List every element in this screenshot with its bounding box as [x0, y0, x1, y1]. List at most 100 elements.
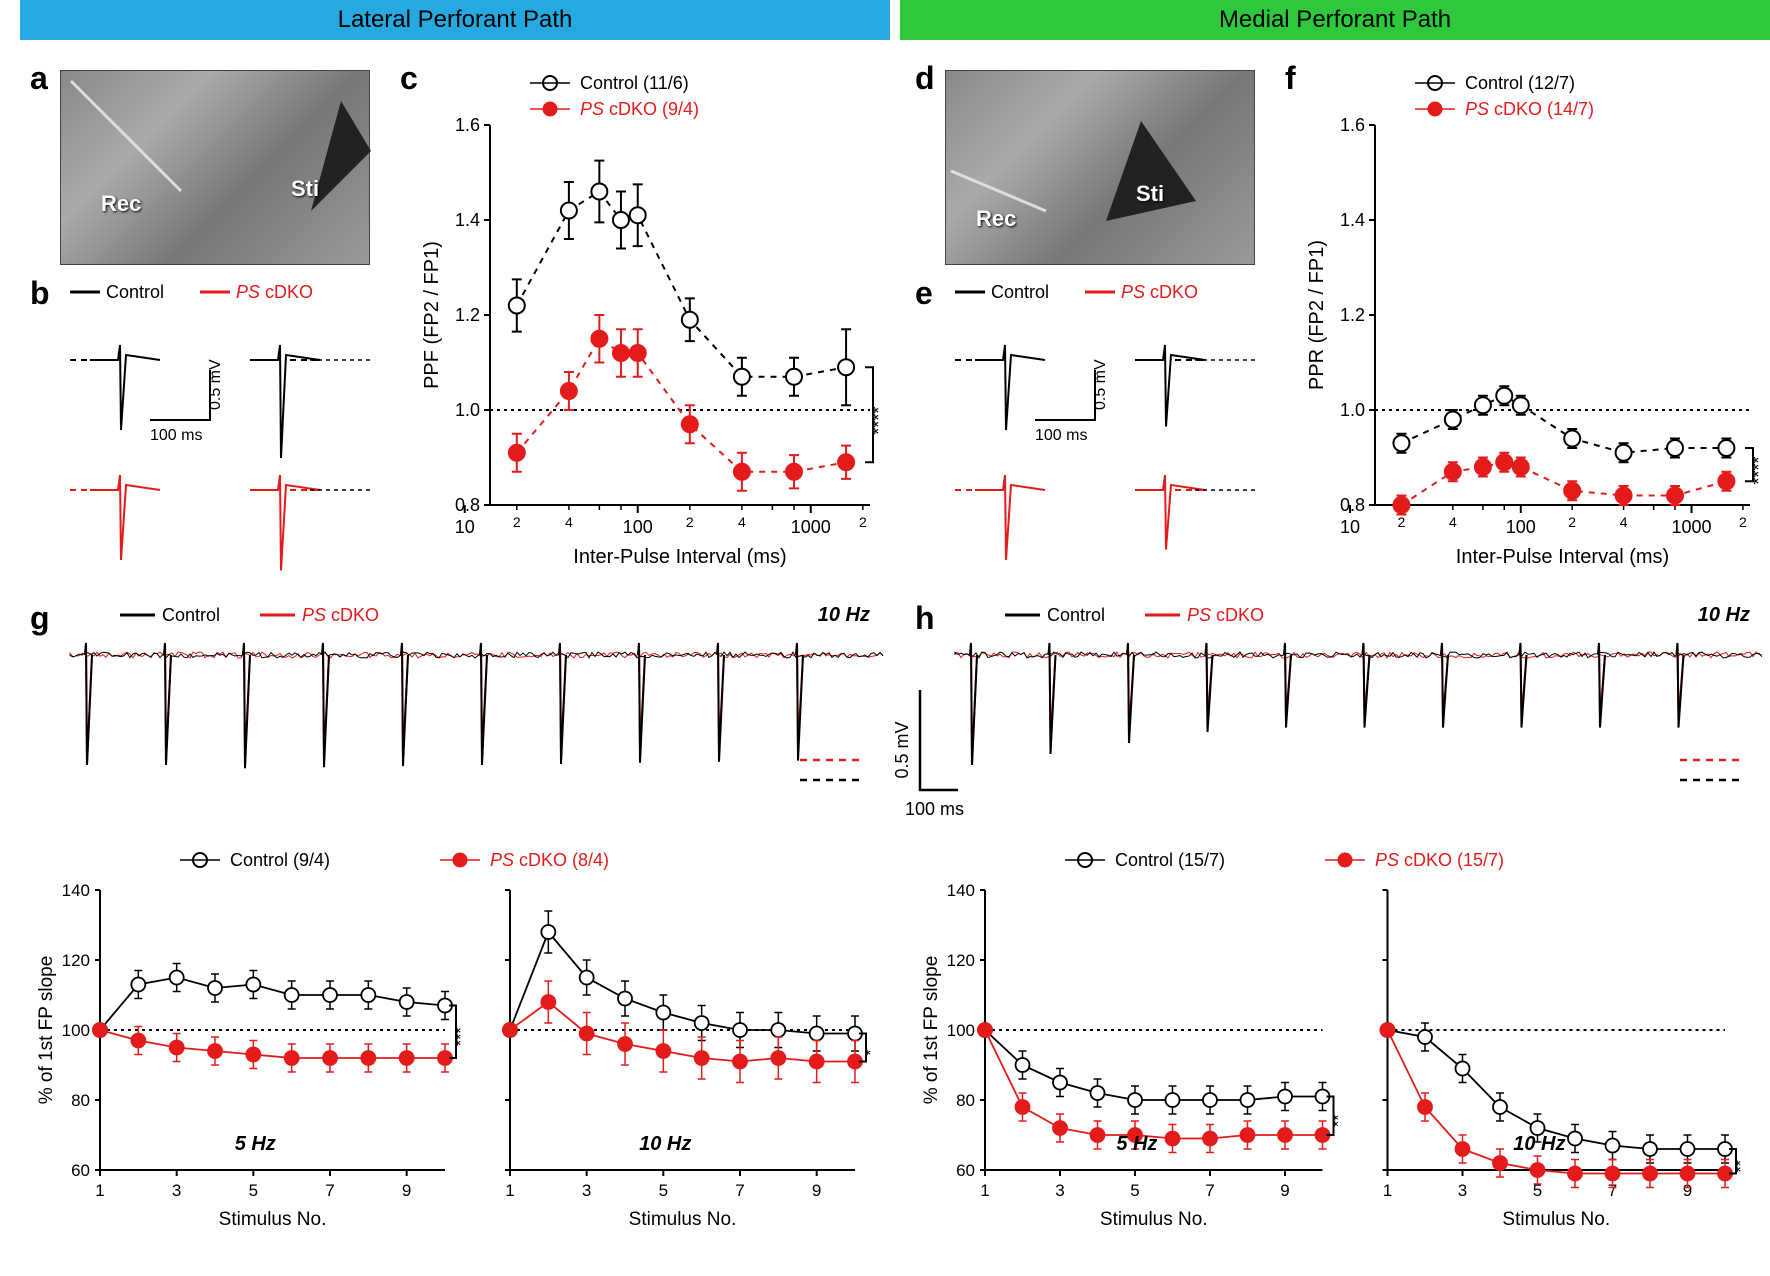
svg-text:Stimulus No.: Stimulus No. [629, 1209, 737, 1230]
svg-text:PS cDKO: PS cDKO [302, 605, 379, 625]
svg-text:Control: Control [106, 282, 164, 302]
svg-text:4: 4 [565, 514, 573, 530]
svg-text:PS cDKO (9/4): PS cDKO (9/4) [580, 99, 699, 119]
svg-text:10: 10 [1340, 517, 1360, 537]
svg-text:Control (12/7): Control (12/7) [1465, 73, 1575, 93]
svg-text:5: 5 [249, 1181, 258, 1200]
svg-text:2: 2 [686, 514, 694, 530]
svg-text:Stimulus No.: Stimulus No. [219, 1209, 327, 1230]
svg-text:PPR (FP2 / FP1): PPR (FP2 / FP1) [1306, 240, 1328, 390]
panel-a-image: Rec Sti [60, 70, 370, 265]
svg-text:9: 9 [812, 1181, 821, 1200]
svg-text:PS cDKO (8/4): PS cDKO (8/4) [490, 850, 609, 870]
svg-text:2: 2 [1398, 514, 1406, 530]
svg-text:1: 1 [1383, 1181, 1392, 1200]
svg-text:1000: 1000 [791, 517, 831, 537]
svg-text:80: 80 [71, 1091, 90, 1110]
svg-text:PS cDKO (15/7): PS cDKO (15/7) [1375, 850, 1504, 870]
svg-text:1.2: 1.2 [455, 305, 480, 325]
svg-text:****: **** [869, 407, 889, 435]
svg-text:4: 4 [738, 514, 746, 530]
svg-text:100: 100 [62, 1021, 90, 1040]
svg-text:1.2: 1.2 [1340, 305, 1365, 325]
svg-text:60: 60 [956, 1161, 975, 1180]
svg-text:Control: Control [162, 605, 220, 625]
svg-text:120: 120 [62, 951, 90, 970]
label-d: d [915, 60, 935, 97]
svg-text:Control (11/6): Control (11/6) [580, 73, 689, 93]
svg-text:10: 10 [455, 517, 475, 537]
label-h: h [915, 600, 935, 637]
svg-text:PS cDKO: PS cDKO [236, 282, 313, 302]
svg-text:PS cDKO: PS cDKO [1121, 282, 1198, 302]
svg-text:1: 1 [95, 1181, 104, 1200]
svg-text:120: 120 [947, 951, 975, 970]
svg-text:140: 140 [62, 881, 90, 900]
svg-text:****: **** [1749, 457, 1769, 485]
label-a: a [30, 60, 48, 97]
scale-bar-gh: 0.5 mV100 ms [870, 680, 960, 840]
svg-text:0.5 mV: 0.5 mV [892, 721, 912, 778]
svg-text:1.6: 1.6 [455, 115, 480, 135]
svg-text:***: *** [453, 1027, 470, 1046]
svg-text:2: 2 [1568, 514, 1576, 530]
svg-text:1.4: 1.4 [1340, 210, 1365, 230]
label-b: b [30, 275, 50, 312]
chart-f: 0.81.01.21.41.610100100024242Inter-Pulse… [1305, 65, 1770, 575]
svg-text:1.0: 1.0 [455, 400, 480, 420]
svg-text:5: 5 [1130, 1181, 1139, 1200]
label-g: g [30, 600, 50, 637]
rec-label-a: Rec [101, 191, 141, 217]
svg-text:Stimulus No.: Stimulus No. [1502, 1209, 1610, 1230]
panel-h-traces: Control PS cDKO 10 Hz [945, 600, 1770, 830]
svg-text:100 ms: 100 ms [1035, 427, 1087, 444]
svg-text:% of 1st FP slope: % of 1st FP slope [921, 956, 942, 1105]
svg-text:9: 9 [402, 1181, 411, 1200]
svg-text:1.6: 1.6 [1340, 115, 1365, 135]
mpp-header: Medial Perforant Path [900, 0, 1770, 40]
panel-h-charts: Control (15/7) PS cDKO (15/7) 60 80 100 120 14… [915, 840, 1770, 1270]
electrodes-a [61, 71, 371, 266]
svg-text:Control: Control [1047, 605, 1105, 625]
svg-text:Control (15/7): Control (15/7) [1115, 850, 1225, 870]
rec-label-d: Rec [976, 206, 1016, 232]
panel-g-charts: Control (9/4) PS cDKO (8/4) 60 80 100 120 140 1… [30, 840, 900, 1270]
svg-text:7: 7 [1205, 1181, 1214, 1200]
label-c: c [400, 60, 418, 97]
svg-text:0.8: 0.8 [1340, 495, 1365, 515]
svg-text:10 Hz: 10 Hz [639, 1133, 691, 1155]
svg-text:140: 140 [947, 881, 975, 900]
svg-text:80: 80 [956, 1091, 975, 1110]
svg-text:Control (9/4): Control (9/4) [230, 850, 330, 870]
panel-d-image: Rec Sti [945, 70, 1255, 265]
svg-text:1: 1 [505, 1181, 514, 1200]
svg-text:0.5 mV: 0.5 mV [207, 359, 224, 410]
svg-text:60: 60 [71, 1161, 90, 1180]
mpp-header-text: Medial Perforant Path [1219, 6, 1451, 34]
svg-text:100: 100 [623, 517, 653, 537]
svg-text:100: 100 [947, 1021, 975, 1040]
svg-text:5: 5 [659, 1181, 668, 1200]
label-f: f [1285, 60, 1296, 97]
svg-text:5 Hz: 5 Hz [1116, 1133, 1157, 1155]
svg-text:0.5 mV: 0.5 mV [1092, 359, 1109, 410]
svg-text:100 ms: 100 ms [150, 427, 202, 444]
chart-c: 0.81.01.21.41.610100100024242Inter-Pulse… [420, 65, 890, 575]
svg-text:Stimulus No.: Stimulus No. [1100, 1209, 1208, 1230]
svg-text:10 Hz: 10 Hz [1698, 604, 1750, 626]
electrodes-d [946, 71, 1256, 266]
svg-text:2: 2 [1739, 514, 1747, 530]
lpp-header: Lateral Perforant Path [20, 0, 890, 40]
svg-text:**: ** [1733, 1160, 1750, 1172]
svg-text:*: * [863, 1049, 880, 1055]
svg-text:100 ms: 100 ms [905, 799, 964, 819]
panel-b-traces: Control PS cDKO 100 ms 0.5 mV [60, 280, 380, 580]
svg-text:PS cDKO (14/7): PS cDKO (14/7) [1465, 99, 1594, 119]
svg-text:Inter-Pulse Interval (ms): Inter-Pulse Interval (ms) [1456, 546, 1669, 568]
svg-text:2: 2 [859, 514, 867, 530]
svg-text:4: 4 [1620, 514, 1628, 530]
svg-text:3: 3 [1055, 1181, 1064, 1200]
svg-text:PS cDKO: PS cDKO [1187, 605, 1264, 625]
svg-text:5 Hz: 5 Hz [235, 1133, 276, 1155]
sti-label-a: Sti [291, 176, 319, 202]
